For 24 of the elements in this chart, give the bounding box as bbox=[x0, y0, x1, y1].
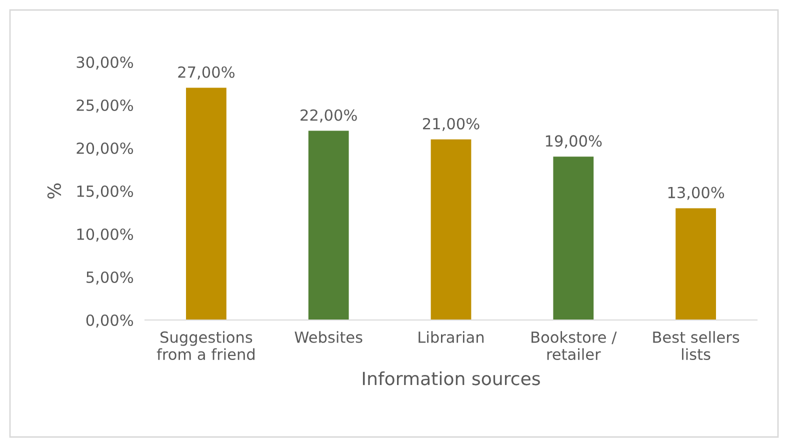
x-tick-label: Best sellers lists bbox=[653, 331, 740, 360]
y-axis-title: % bbox=[47, 183, 62, 199]
data-label: 19,00% bbox=[546, 135, 602, 148]
bar bbox=[676, 208, 716, 320]
data-label: 21,00% bbox=[422, 118, 480, 132]
y-tick-label: 20,00% bbox=[76, 142, 134, 156]
bar bbox=[186, 88, 226, 320]
data-label: 13,00% bbox=[668, 186, 724, 200]
y-tick-label: 25,00% bbox=[76, 99, 134, 113]
data-label: 22,00% bbox=[300, 109, 357, 122]
y-tick-label: 5,00% bbox=[86, 271, 134, 285]
y-tick-label: 15,00% bbox=[77, 185, 134, 199]
y-tick-label: 10,00% bbox=[77, 228, 134, 242]
y-tick-label: 30,00% bbox=[76, 56, 134, 70]
x-tick-label: Bookstore / retailer bbox=[532, 331, 617, 360]
bar bbox=[553, 156, 594, 320]
bar bbox=[308, 130, 349, 320]
x-tick-label: Suggestions from a friend bbox=[156, 331, 254, 360]
x-tick-label: Librarian bbox=[418, 331, 484, 343]
y-tick-label: 0,00% bbox=[86, 314, 134, 328]
data-label: 27,00% bbox=[178, 66, 234, 80]
x-axis-title: Information sources bbox=[362, 371, 540, 386]
bar bbox=[430, 139, 472, 320]
x-tick-label: Websites bbox=[294, 331, 362, 343]
